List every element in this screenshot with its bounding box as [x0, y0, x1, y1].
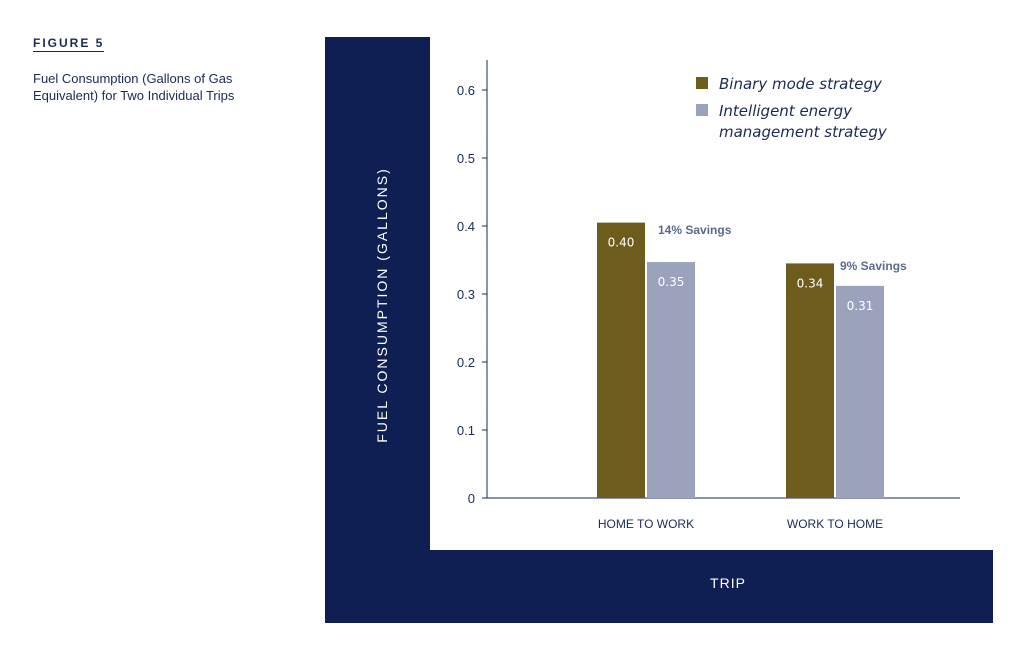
y-tick-label: 0.2 [457, 355, 475, 370]
savings-annotation: 9% Savings [840, 259, 907, 273]
y-tick-label: 0 [468, 491, 475, 506]
bar [647, 262, 695, 498]
bar [597, 222, 645, 498]
figure-caption: Fuel Consumption (Gallons of Gas Equival… [33, 71, 235, 103]
y-tick-label: 0.5 [457, 151, 475, 166]
y-tick-label: 0.3 [457, 287, 475, 302]
bar-data-label: 0.40 [608, 236, 635, 250]
y-tick-label: 0.6 [457, 83, 475, 98]
legend-swatch [696, 77, 708, 89]
x-category-label: WORK TO HOME [787, 517, 883, 531]
legend-label: Binary mode strategy [719, 75, 883, 93]
y-tick-label: 0.1 [457, 423, 475, 438]
y-tick-label: 0.4 [457, 219, 475, 234]
bar-data-label: 0.34 [797, 276, 824, 290]
legend-swatch [696, 104, 708, 116]
legend-label: Intelligent energy [719, 102, 853, 120]
legend-label: management strategy [719, 123, 888, 141]
bar [786, 263, 834, 498]
bar-data-label: 0.35 [658, 275, 685, 289]
figure-label: FIGURE 5 [33, 36, 105, 52]
x-axis-label: TRIP [710, 575, 746, 591]
bar-data-label: 0.31 [847, 299, 874, 313]
bar [836, 285, 884, 498]
savings-annotation: 14% Savings [658, 223, 732, 237]
plot-panel [430, 37, 993, 550]
x-category-label: HOME TO WORK [598, 517, 694, 531]
